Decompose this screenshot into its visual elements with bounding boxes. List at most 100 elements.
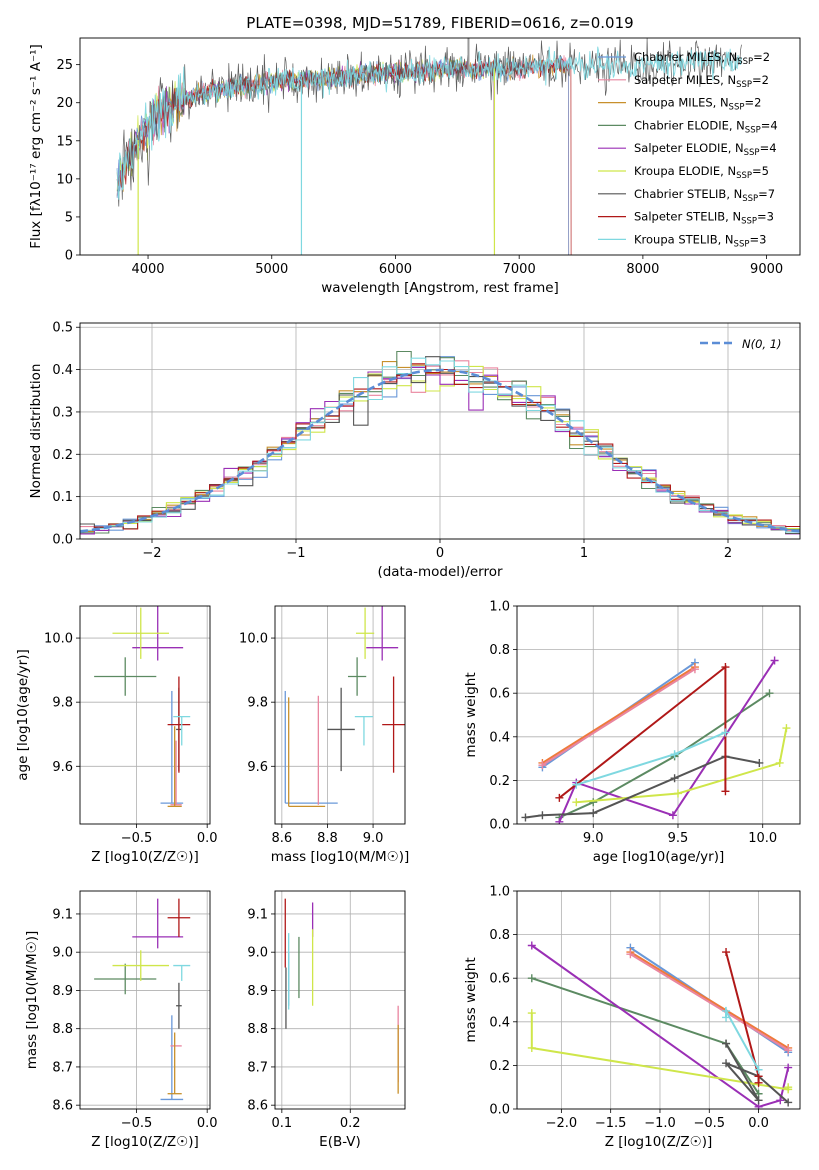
x-tick-label: −0.5 [121, 831, 153, 846]
legend-label: Kroupa MILES, NSSP=2 [634, 96, 761, 113]
x-axis-label: wavelength [Angstrom, rest frame] [321, 280, 559, 296]
series-line [576, 731, 726, 786]
series-marker [527, 941, 536, 950]
y-tick-label: 0.0 [489, 1103, 510, 1118]
plot-area [527, 941, 793, 1109]
legend-label-part: Kroupa MILES, N [634, 96, 729, 110]
legend-label-part: =2 [744, 96, 761, 110]
errorbar-chabrier-stelib [176, 982, 182, 1029]
chart-title: PLATE=0398, MJD=51789, FIBERID=0616, z=0… [246, 14, 633, 32]
legend-label-part: =4 [761, 118, 778, 132]
legend-label-part: SSP [729, 103, 745, 113]
series-kroupa-stelib [722, 1006, 763, 1074]
series-line [558, 664, 727, 799]
plot-area [284, 898, 399, 1094]
y-tick-label: 25 [56, 58, 73, 73]
series-marker [722, 1059, 731, 1068]
y-tick-label: 0.4 [52, 363, 73, 378]
x-tick-label: 0.2 [340, 1116, 361, 1131]
spectrum-line-chabrier-elodie [116, 58, 495, 255]
legend-label-part: SSP [745, 125, 761, 135]
errorbar-chabrier-miles [160, 690, 184, 804]
series-marker [755, 758, 764, 767]
panel-spectrum: 4000 5000 6000 7000 8000 9000 0 5 10 15 20 25 wavele… [28, 37, 801, 296]
legend-label-part: SSP [741, 217, 757, 227]
series-marker [690, 665, 699, 674]
grid [80, 323, 800, 540]
errorbar-kroupa-stelib [354, 715, 374, 746]
series-line [541, 666, 696, 764]
y-tick-label: 9.8 [247, 696, 268, 711]
x-tick-label: −0.5 [121, 1116, 153, 1131]
panel-mass_vs_Z: −0.5 0.0 8.6 8.7 8.8 8.9 9.0 9.1 Z [log10(Z/Z☉)]… [24, 890, 218, 1150]
series-marker [784, 1098, 793, 1107]
series-marker [784, 1046, 793, 1055]
y-tick-label: 10.0 [239, 632, 268, 647]
series-marker [754, 1065, 763, 1074]
legend-label-part: SSP [736, 80, 752, 90]
x-tick-label: 9.0 [583, 831, 604, 846]
errorbar-kroupa-miles [167, 1032, 182, 1095]
legend-label-part: SSP [736, 171, 752, 181]
y-tick-label: 0.4 [489, 1015, 510, 1030]
errorbar-chabrier-miles [160, 1015, 184, 1101]
series-salpeter-miles [538, 665, 699, 770]
errorbar-kroupa-elodie [112, 950, 170, 981]
y-axis-label: mass weight [463, 672, 479, 757]
y-tick-label: 9.6 [52, 760, 73, 775]
series-marker [527, 974, 536, 983]
series-marker [721, 728, 730, 737]
legend-label-part: =3 [757, 210, 774, 224]
plot-area [94, 606, 191, 808]
spectrum-line-kroupa-stelib [116, 46, 742, 200]
series-marker [555, 817, 564, 824]
legend-label-part: Chabrier STELIB, N [634, 187, 742, 201]
errorbar-kroupa-miles [288, 697, 326, 808]
x-axis-label: Z [log10(Z/Z☉)] [91, 1134, 199, 1150]
y-tick-label: 0.6 [489, 972, 510, 987]
legend-label-part: Salpeter STELIB, N [634, 210, 741, 224]
legend-label-part: =4 [760, 141, 777, 155]
axes-frame [79, 322, 801, 540]
x-tick-label: 0.0 [748, 1116, 769, 1131]
grid [275, 891, 405, 1109]
x-axis-label: (data-model)/error [377, 564, 503, 580]
series-chabrier-stelib [722, 1039, 793, 1107]
spectrum-line-kroupa-elodie [116, 58, 495, 255]
series-line [541, 668, 696, 766]
y-tick-label: 0.1 [52, 490, 73, 505]
grid [275, 606, 405, 824]
y-tick-label: 0.5 [52, 321, 73, 336]
y-tick-label: 0.8 [489, 928, 510, 943]
y-axis-label: mass [log10(M/M☉)] [24, 931, 40, 1070]
errorbar-salpeter-miles [170, 740, 182, 806]
legend-label: Kroupa STELIB, NSSP=3 [634, 232, 766, 249]
legend-label-part: Chabrier ELODIE, N [634, 118, 745, 132]
series-marker [527, 1009, 536, 1018]
errorbar-salpeter-stelib [167, 676, 191, 773]
series-marker [668, 811, 677, 820]
series-marker [784, 1083, 793, 1092]
y-tick-label: 1.0 [489, 600, 510, 615]
plot-area [284, 606, 405, 808]
panel-massweight_vs_Z: −2.0 −1.5 −1.0 −0.5 0.0 0.0 0.2 0.4 0.6 0.8 1.0 Z [… [463, 885, 801, 1150]
series-marker [722, 1039, 731, 1048]
legend-label-part: =3 [749, 232, 766, 246]
series-salpeter-miles [626, 950, 793, 1055]
series-marker [754, 1078, 763, 1087]
errorbar-kroupa-elodie [355, 607, 375, 659]
series-marker [765, 689, 774, 698]
legend-label-part: Chabrier MILES, N [634, 50, 737, 64]
y-tick-label: 9.1 [247, 907, 268, 922]
x-tick-label: −1.5 [595, 1116, 627, 1131]
y-tick-label: 10.0 [44, 632, 73, 647]
series-marker [521, 813, 530, 822]
series-line [629, 951, 789, 1049]
y-tick-label: 8.9 [247, 984, 268, 999]
y-tick-label: 0.8 [489, 643, 510, 658]
axes-frame [516, 890, 801, 1110]
legend-label: Salpeter ELODIE, NSSP=4 [634, 141, 777, 158]
series-marker [722, 948, 731, 957]
legend-label: Chabrier STELIB, NSSP=7 [634, 187, 775, 204]
